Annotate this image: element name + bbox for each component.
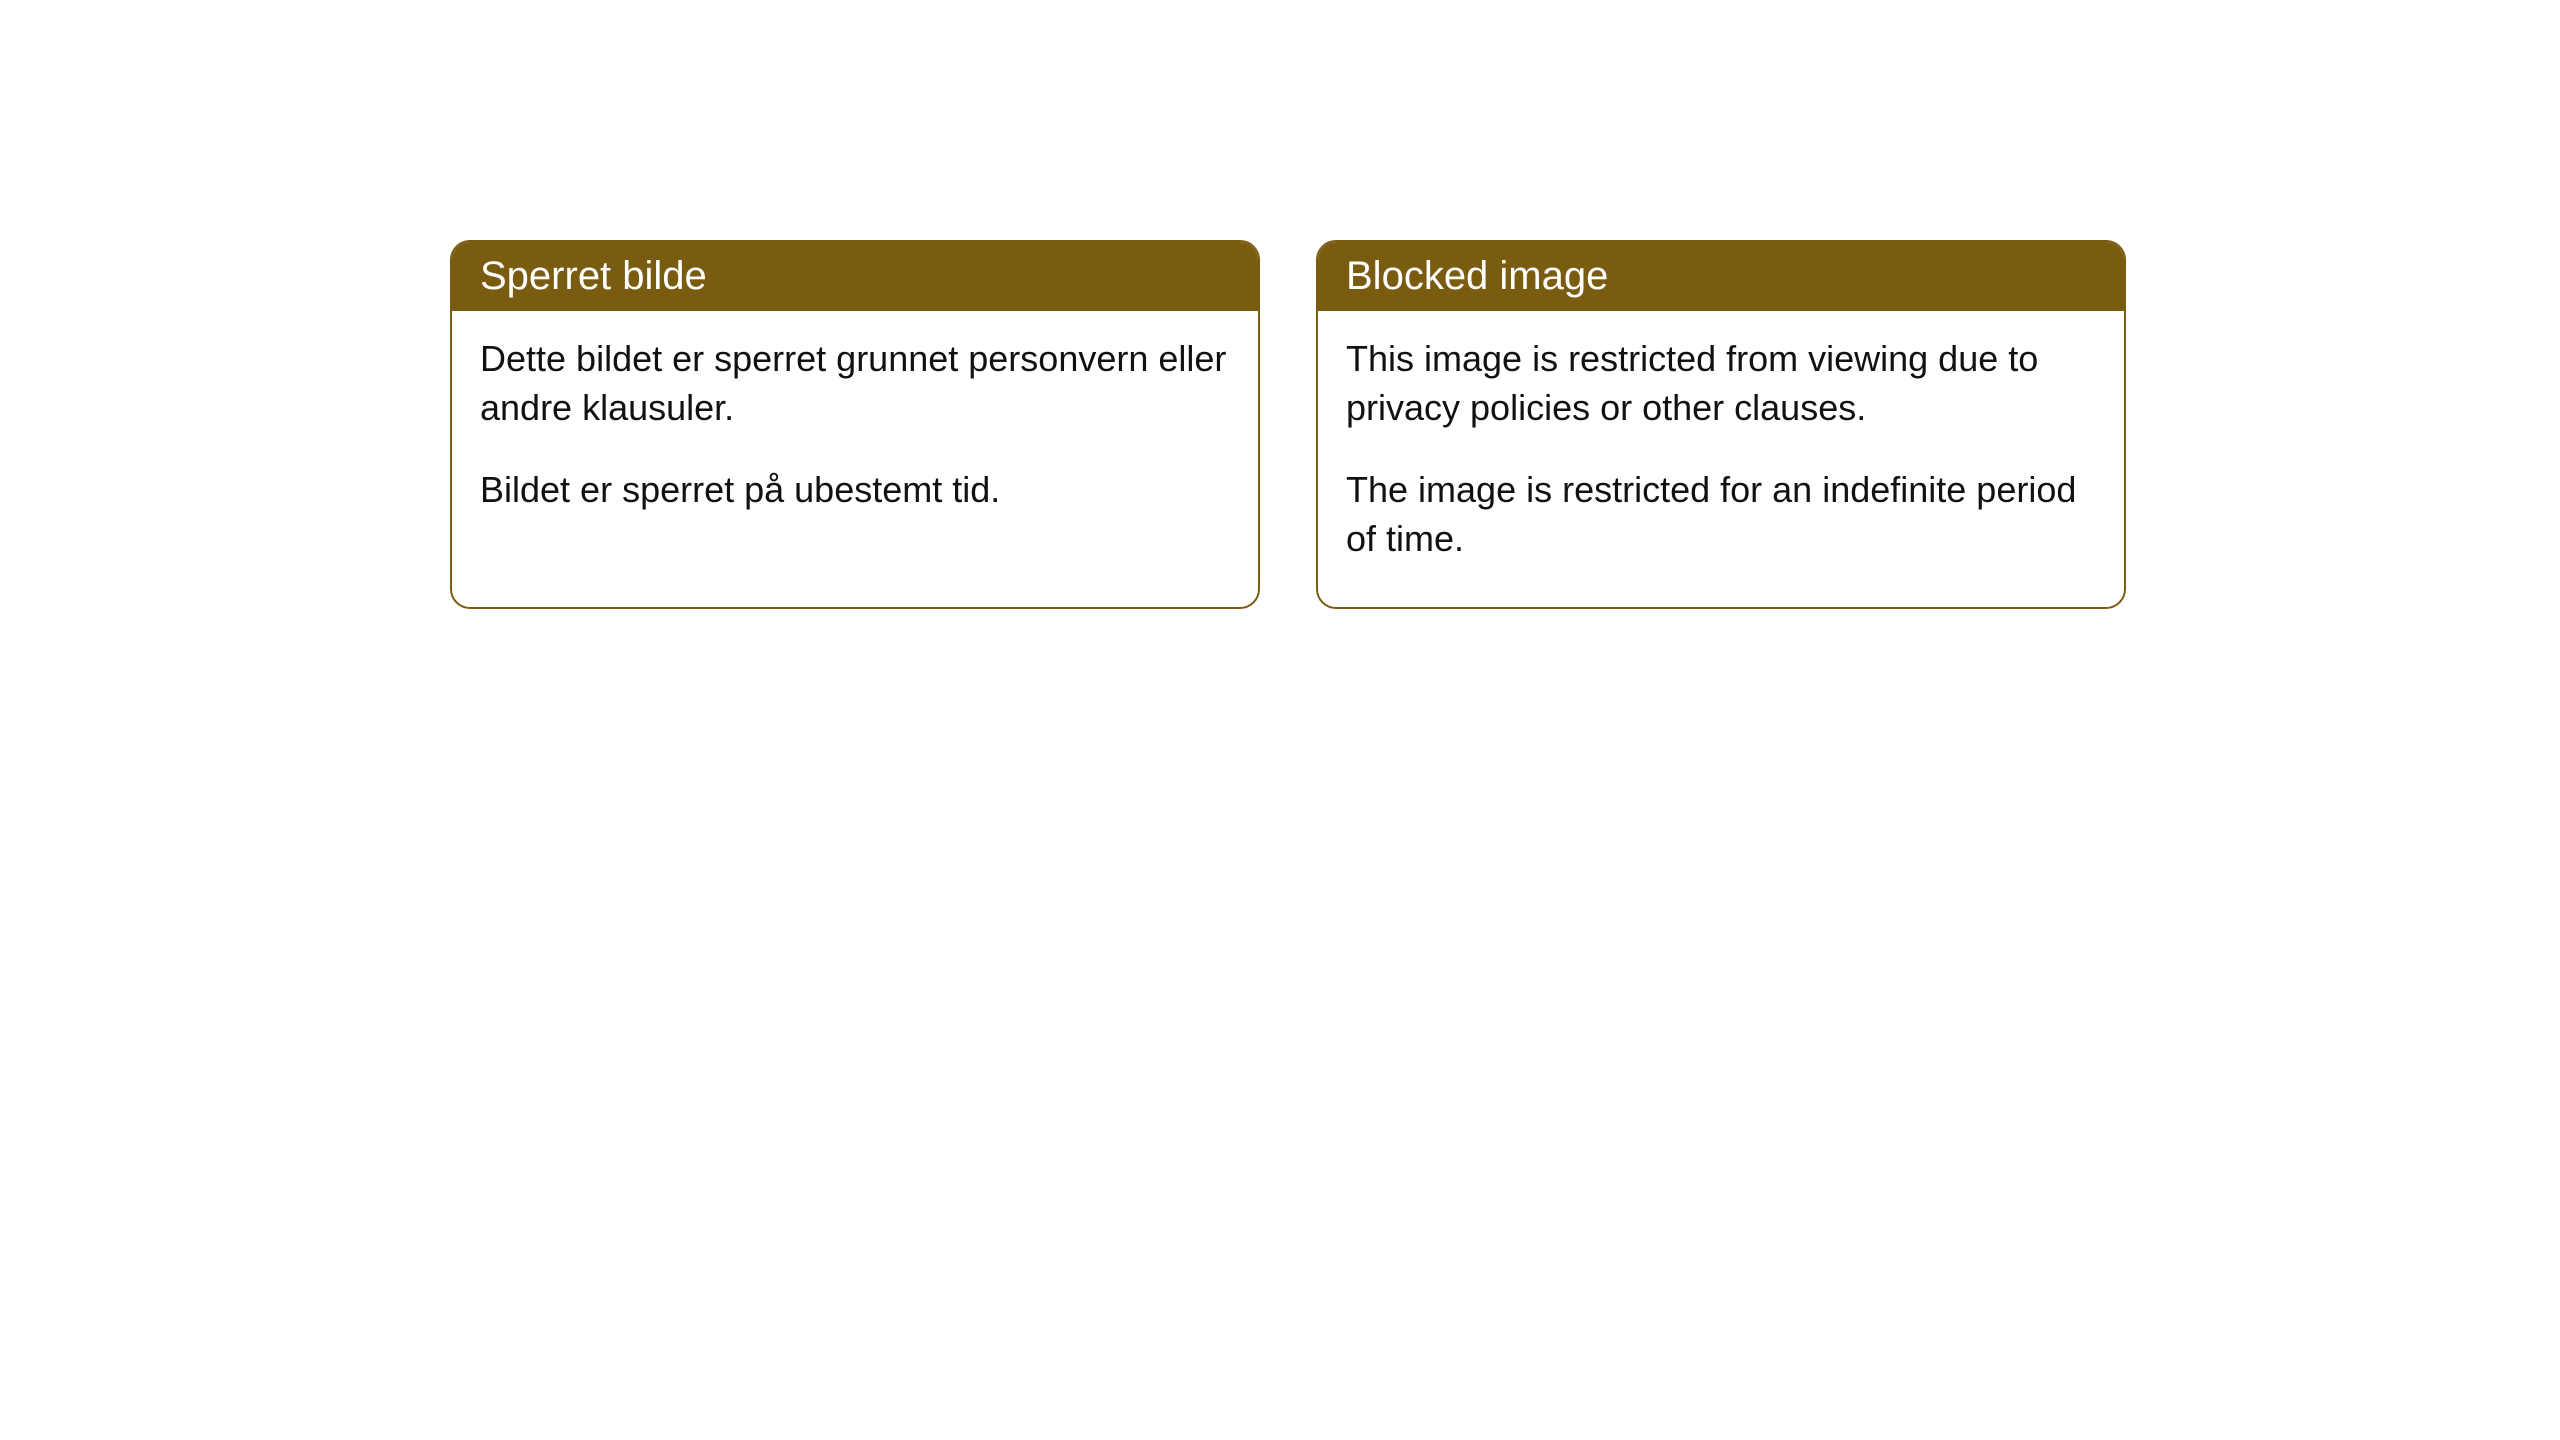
- notice-paragraph: Bildet er sperret på ubestemt tid.: [480, 466, 1230, 515]
- notice-paragraph: This image is restricted from viewing du…: [1346, 335, 2096, 432]
- notice-card-english: Blocked image This image is restricted f…: [1316, 240, 2126, 609]
- notice-header: Blocked image: [1318, 242, 2124, 311]
- notice-paragraph: Dette bildet er sperret grunnet personve…: [480, 335, 1230, 432]
- notice-body: This image is restricted from viewing du…: [1318, 311, 2124, 607]
- notice-paragraph: The image is restricted for an indefinit…: [1346, 466, 2096, 563]
- notice-container: Sperret bilde Dette bildet er sperret gr…: [450, 240, 2126, 609]
- notice-header: Sperret bilde: [452, 242, 1258, 311]
- notice-card-norwegian: Sperret bilde Dette bildet er sperret gr…: [450, 240, 1260, 609]
- notice-body: Dette bildet er sperret grunnet personve…: [452, 311, 1258, 559]
